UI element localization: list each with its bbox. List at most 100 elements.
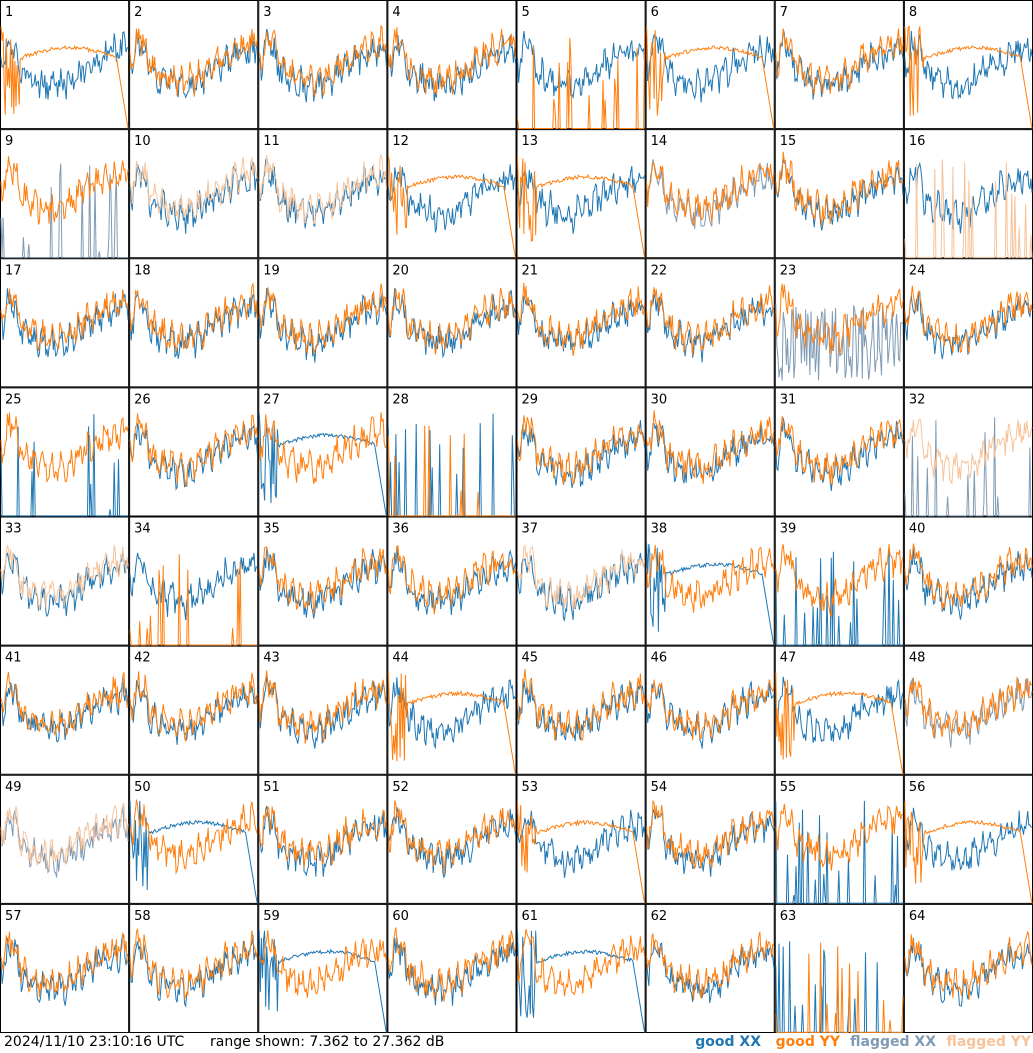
trace-xx	[129, 935, 258, 1008]
panel-label: 22	[651, 263, 668, 278]
trace-xx	[775, 800, 903, 904]
panel-55: 55	[774, 774, 904, 904]
trace-xx	[517, 31, 646, 100]
trace-yy	[646, 410, 775, 484]
panel-label: 64	[909, 909, 926, 924]
panel-37: 37	[516, 516, 646, 646]
panel-frame	[645, 516, 775, 646]
trace-yy	[646, 679, 775, 741]
panel-label: 48	[909, 651, 926, 666]
panel-frame	[645, 774, 775, 904]
panel-label: 43	[263, 651, 280, 666]
trace-yy	[904, 801, 1033, 904]
trace-yy	[129, 413, 258, 487]
panel-frame	[516, 258, 646, 388]
panel-frame	[774, 903, 904, 1033]
trace-xx	[517, 552, 646, 622]
panel-44: 44	[387, 645, 517, 775]
panel-label: 13	[522, 134, 539, 149]
panel-frame	[258, 903, 388, 1033]
panel-5: 5	[516, 0, 646, 130]
panel-label: 16	[909, 134, 926, 149]
panel-label: 12	[392, 134, 409, 149]
trace-yy	[0, 26, 129, 129]
trace-yy	[646, 161, 775, 227]
footer-bar: 2024/11/10 23:10:16 UTC range shown: 7.3…	[0, 1033, 1033, 1053]
panel-label: 34	[134, 522, 151, 537]
trace-xx	[904, 547, 1033, 620]
panel-frame	[258, 387, 388, 517]
panel-36: 36	[387, 516, 517, 646]
trace-yy	[904, 931, 1033, 1000]
trace-yy	[646, 931, 775, 1001]
panel-43: 43	[258, 645, 388, 775]
trace-xx	[646, 293, 775, 363]
panel-label: 7	[780, 5, 788, 20]
trace-yy	[387, 800, 516, 875]
panel-46: 46	[645, 645, 775, 775]
panel-frame	[129, 129, 259, 259]
panel-label: 19	[263, 263, 280, 278]
trace-xx	[258, 547, 387, 619]
trace-yy	[517, 668, 646, 741]
trace-xx	[517, 809, 646, 878]
trace-yy	[517, 928, 646, 997]
panel-16: 16	[903, 129, 1033, 259]
panel-50: 50	[129, 774, 259, 904]
panel-label: 44	[392, 651, 409, 666]
panel-34: 34	[129, 516, 259, 646]
panel-label: 9	[5, 134, 13, 149]
panel-label: 8	[909, 5, 917, 20]
trace-yy	[129, 799, 258, 875]
panel-42: 42	[129, 645, 259, 775]
panel-label: 60	[392, 909, 409, 924]
panel-label: 41	[5, 651, 22, 666]
panel-label: 40	[909, 522, 926, 537]
panel-label: 63	[780, 909, 797, 924]
panel-label: 24	[909, 263, 926, 278]
panel-frame	[645, 0, 775, 130]
panel-8: 8	[903, 0, 1033, 130]
panel-label: 36	[392, 522, 409, 537]
panel-label: 1	[5, 5, 13, 20]
panel-61: 61	[516, 903, 646, 1033]
trace-yy	[904, 543, 1033, 611]
trace-xx	[0, 414, 129, 517]
panel-frame	[129, 0, 259, 130]
panel-51: 51	[258, 774, 388, 904]
trace-yy	[775, 416, 904, 485]
panel-label: 15	[780, 134, 797, 149]
panel-56: 56	[903, 774, 1033, 904]
panel-29: 29	[516, 387, 646, 517]
panel-label: 51	[263, 780, 280, 795]
trace-yy	[387, 425, 516, 517]
panel-57: 57	[0, 903, 130, 1033]
trace-xx	[258, 157, 387, 229]
range-label: range shown: 7.362 to 27.362 dB	[210, 1034, 445, 1050]
trace-xx	[258, 287, 387, 363]
panel-62: 62	[645, 903, 775, 1033]
panel-53: 53	[516, 774, 646, 904]
trace-yy	[258, 546, 387, 614]
trace-yy	[775, 672, 904, 775]
trace-xx	[0, 31, 129, 100]
panel-14: 14	[645, 129, 775, 259]
panel-label: 27	[263, 392, 280, 407]
panel-28: 28	[387, 387, 517, 517]
panel-30: 30	[645, 387, 775, 517]
panel-label: 55	[780, 780, 797, 795]
panel-label: 14	[651, 134, 668, 149]
trace-yy	[387, 672, 516, 775]
trace-yy	[0, 671, 129, 736]
trace-yy	[0, 802, 129, 871]
trace-xx	[387, 677, 516, 750]
trace-yy	[904, 159, 1033, 259]
panel-label: 37	[522, 522, 539, 537]
trace-yy	[129, 157, 258, 222]
panel-frame	[516, 774, 646, 904]
trace-yy	[904, 285, 1033, 354]
panel-label: 28	[392, 392, 409, 407]
panel-label: 11	[263, 134, 280, 149]
trace-yy	[517, 155, 646, 258]
